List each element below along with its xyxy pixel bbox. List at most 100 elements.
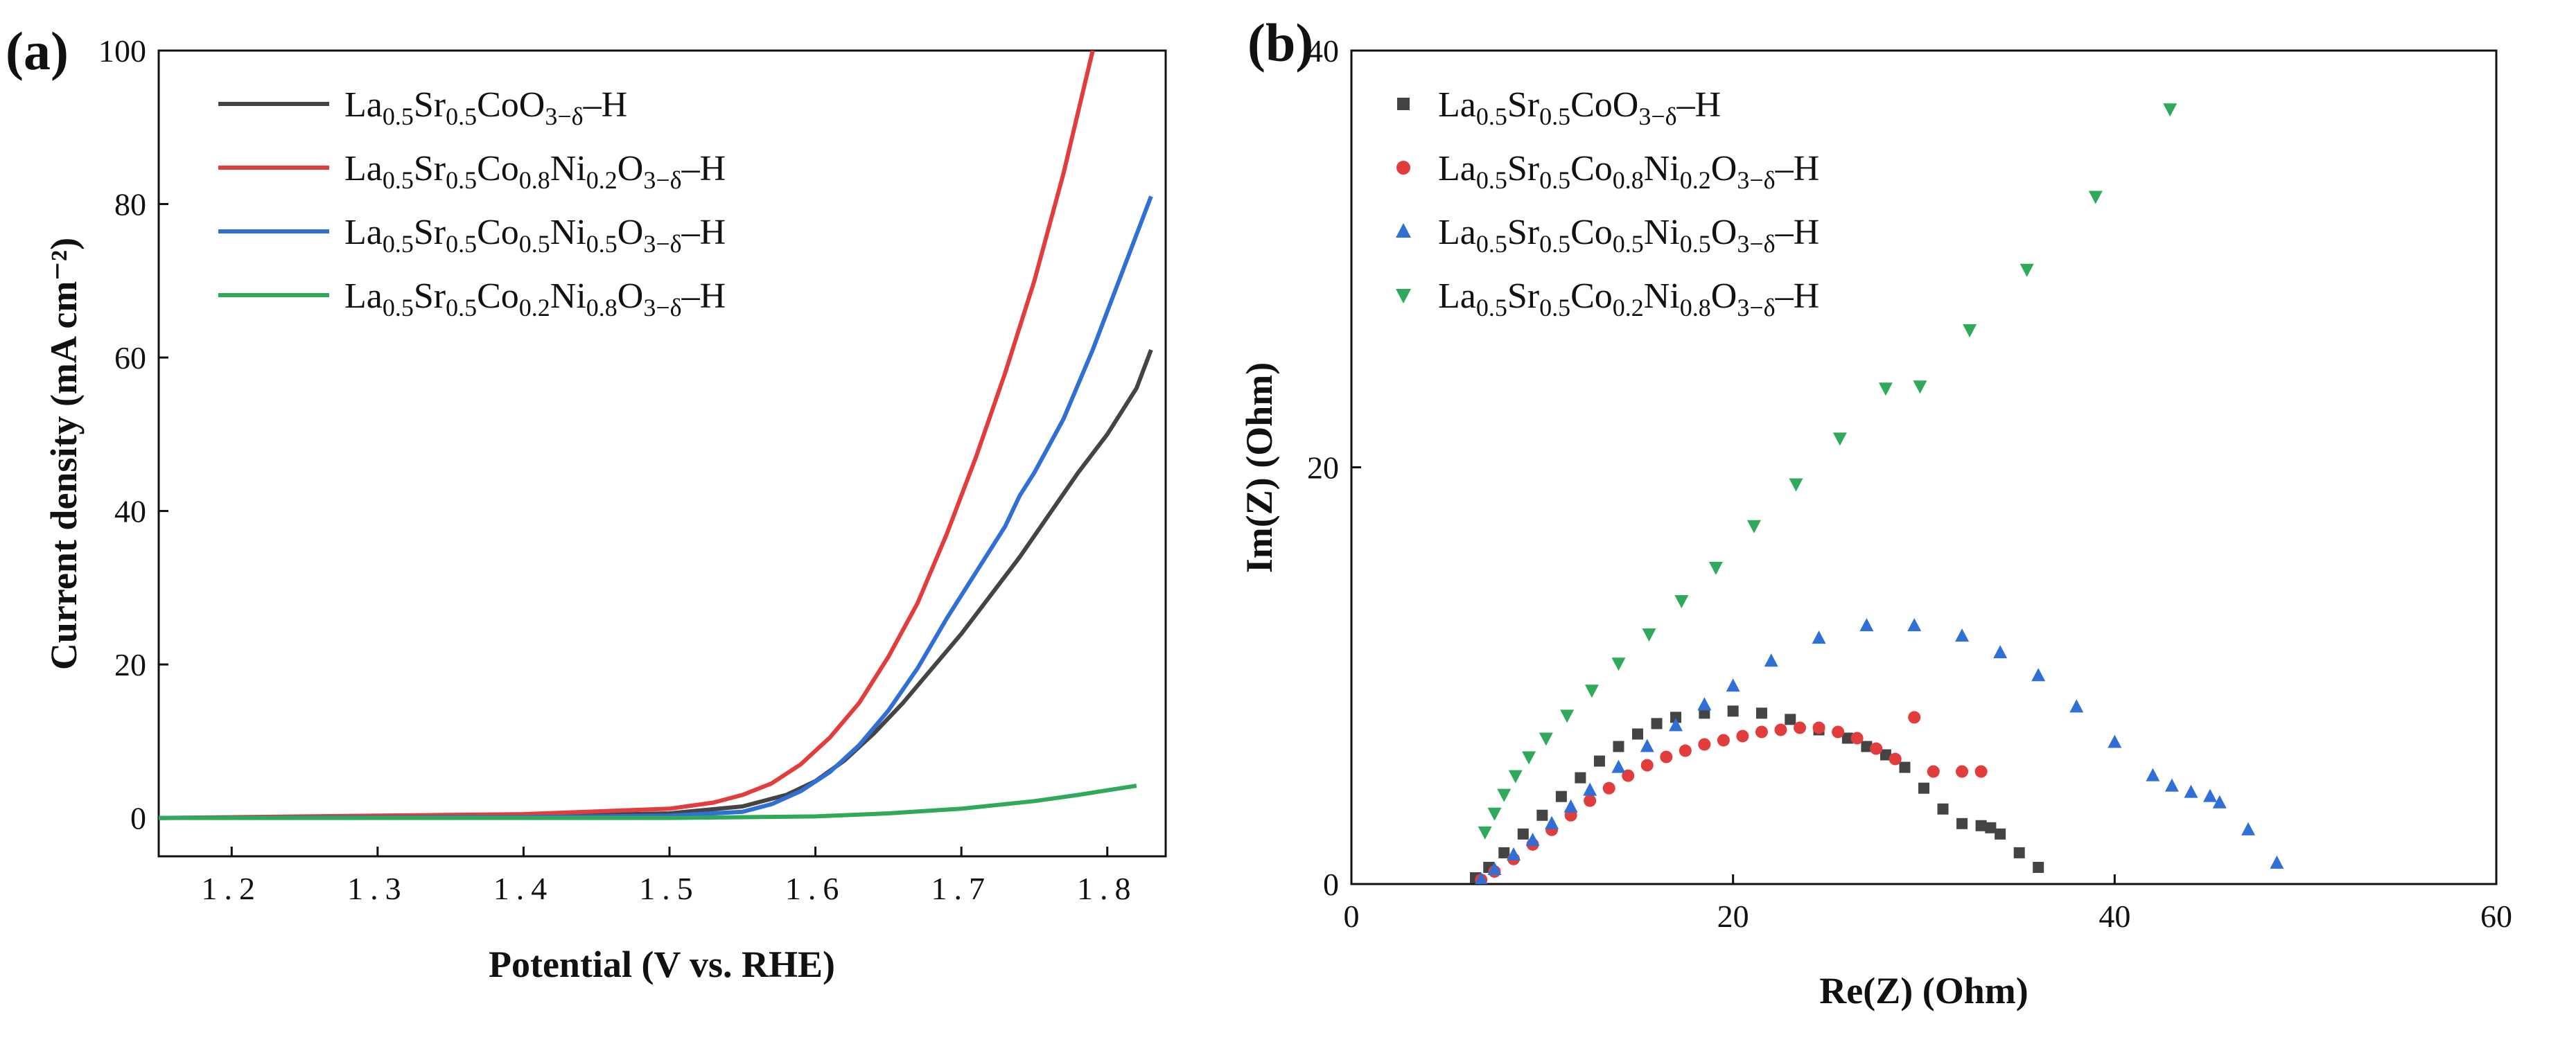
legend-label: La0.5Sr0.5CoO3−δ–H (1438, 85, 1721, 130)
x-tick-label: 60 (2480, 899, 2512, 934)
data-point (1560, 709, 1575, 723)
y-tick-label: 20 (1307, 450, 1339, 486)
data-point (2163, 103, 2178, 117)
x-tick-label: 1.6 (785, 871, 846, 906)
series-line-4 (159, 784, 1137, 820)
data-point (1697, 697, 1712, 711)
legend-label: La0.5Sr0.5Co0.2Ni0.8O3−δ–H (1438, 276, 1819, 321)
legend-label: La0.5Sr0.5Co0.5Ni0.5O3−δ–H (1438, 213, 1819, 258)
data-point (1956, 765, 1969, 778)
data-point (1899, 761, 1911, 773)
data-point (1963, 324, 1977, 338)
data-point (1918, 782, 1929, 794)
panel-b-legend: La0.5Sr0.5CoO3−δ–H La0.5Sr0.5Co0.8Ni0.2O3… (1396, 85, 1819, 321)
panel-b-y-axis-title: Im(Z) (Ohm) (1238, 362, 1280, 573)
data-point (1832, 432, 1847, 446)
data-point (1478, 826, 1492, 840)
data-point (2146, 768, 2160, 781)
y-tick-label: 40 (114, 494, 146, 529)
data-point (1475, 872, 1488, 884)
data-point (1870, 742, 1883, 755)
data-point (1841, 732, 1853, 744)
x-tick-label: 1.8 (1077, 871, 1138, 906)
data-point (1487, 807, 1502, 821)
legend-marker (1396, 223, 1411, 238)
data-point (1755, 725, 1768, 739)
data-point (1832, 725, 1845, 739)
y-tick-label: 0 (1323, 867, 1339, 902)
data-point (1889, 752, 1902, 766)
data-point (2019, 263, 2034, 277)
data-point (1525, 832, 1540, 846)
data-point (1575, 772, 1586, 784)
data-point (1937, 803, 1949, 815)
data-point (2212, 795, 2227, 809)
data-point (1545, 815, 1559, 829)
x-tick-label: 1.3 (347, 871, 408, 906)
panel-a-x-axis-title: Potential (V vs. RHE) (489, 944, 835, 985)
legend-label: La0.5Sr0.5Co0.8Ni0.2O3−δ–H (344, 149, 726, 194)
data-point (1956, 818, 1968, 829)
data-point (1794, 721, 1807, 734)
data-point (1522, 751, 1536, 765)
data-point (1679, 744, 1692, 757)
data-point (1993, 645, 2008, 659)
data-point (1736, 730, 1749, 743)
data-point (2031, 668, 2046, 682)
data-point (1669, 718, 1683, 732)
data-point (1651, 718, 1663, 730)
data-point (1861, 741, 1873, 752)
data-point (1708, 561, 1723, 575)
data-point (1717, 734, 1730, 747)
data-point (1755, 707, 1767, 719)
panel-a-legend: La0.5Sr0.5CoO3−δ–H La0.5Sr0.5Co0.8Ni0.2O3… (218, 85, 726, 321)
data-point (1498, 847, 1510, 858)
data-point (1507, 847, 1521, 860)
legend-label: La0.5Sr0.5CoO3−δ–H (344, 85, 627, 130)
data-point (1859, 618, 1874, 632)
panel-b-series (1469, 103, 2284, 884)
data-point (1698, 738, 1711, 751)
data-point (2069, 699, 2084, 713)
data-point (1555, 790, 1567, 802)
data-point (1593, 755, 1605, 767)
data-point (1880, 749, 1891, 761)
legend-marker (1397, 98, 1410, 110)
data-point (2013, 847, 2025, 858)
data-point (1726, 678, 1740, 692)
data-point (1611, 657, 1626, 671)
data-point (1955, 628, 1970, 642)
data-point (2270, 855, 2284, 869)
x-tick-label: 1.7 (931, 871, 992, 906)
y-tick-label: 60 (114, 340, 146, 376)
data-point (1660, 750, 1673, 763)
data-point (2203, 788, 2217, 802)
panel-a-series (159, 51, 1153, 820)
data-point (2088, 191, 2103, 204)
data-point (1878, 382, 1893, 396)
data-point (1539, 732, 1553, 746)
data-point (1789, 478, 1803, 492)
panel-a-y-axis-title: Current density (mA cm⁻²) (43, 238, 85, 670)
panel-b-label: (b) (1247, 12, 1313, 73)
legend-marker (1396, 289, 1411, 303)
data-point (1583, 782, 1597, 796)
data-point (1908, 711, 1921, 724)
data-point (1640, 739, 1654, 752)
data-point (1727, 705, 1739, 717)
y-tick-label: 100 (98, 33, 146, 69)
data-point (1497, 788, 1512, 802)
legend-marker (1396, 161, 1410, 175)
data-point (1812, 721, 1825, 734)
data-point (1563, 799, 1578, 813)
legend-label: La0.5Sr0.5Co0.8Ni0.2O3−δ–H (1438, 149, 1819, 194)
data-point (2241, 822, 2256, 836)
data-point (1913, 380, 1927, 394)
panel-a-label: (a) (6, 21, 69, 81)
data-point (1602, 781, 1615, 795)
data-point (1995, 828, 2006, 840)
x-tick-label: 20 (1717, 899, 1749, 934)
data-point (1670, 712, 1682, 723)
y-tick-label: 80 (114, 187, 146, 222)
